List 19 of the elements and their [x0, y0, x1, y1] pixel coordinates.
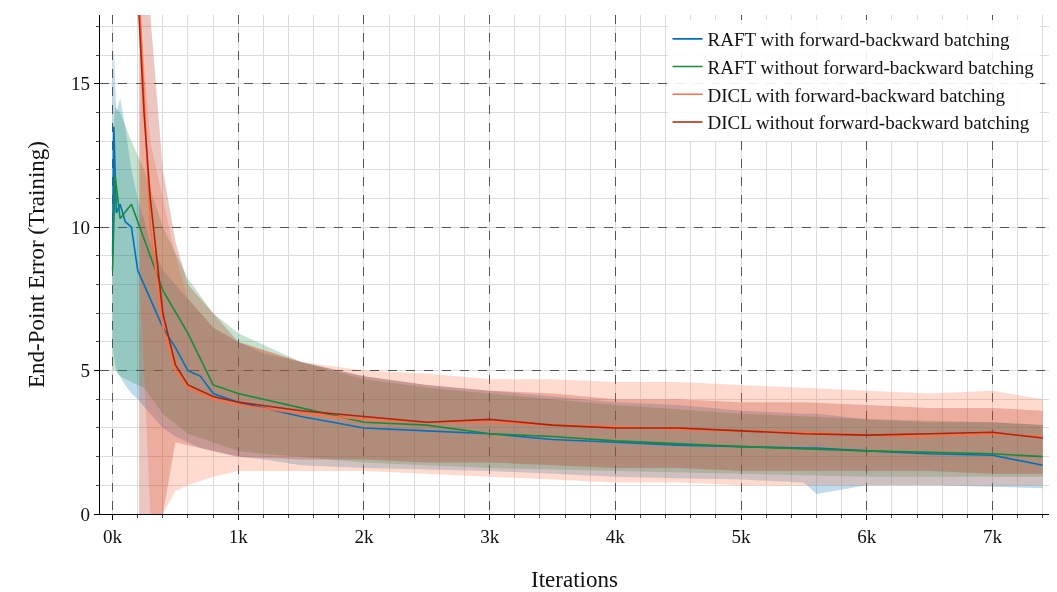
- x-tick-label: 1k: [228, 526, 249, 548]
- legend-label: RAFT without forward-backward batching: [707, 56, 1035, 78]
- x-tick-label: 3k: [480, 526, 500, 548]
- x-axis-title: Iterations: [531, 567, 618, 592]
- line-series: [111, 174, 1044, 458]
- legend-label: DICL with forward-backward batching: [707, 84, 1006, 106]
- y-tick-label: 15: [70, 73, 90, 95]
- y-tick-label: 10: [70, 216, 90, 238]
- x-tick-label: 0k: [103, 526, 123, 548]
- y-axis-title: End-Point Error (Training): [23, 140, 49, 389]
- x-tick-label: 6k: [857, 526, 877, 548]
- x-tick-label: 2k: [354, 526, 374, 548]
- legend-label: RAFT with forward-backward batching: [707, 29, 1010, 51]
- y-tick-label: 5: [80, 360, 90, 382]
- legend-label: DICL without forward-backward batching: [707, 112, 1030, 134]
- y-tick-label: 0: [80, 503, 90, 525]
- x-tick-label: 7k: [982, 526, 1003, 548]
- x-tick-label: 4k: [605, 526, 626, 548]
- x-tick-label: 5k: [731, 526, 752, 548]
